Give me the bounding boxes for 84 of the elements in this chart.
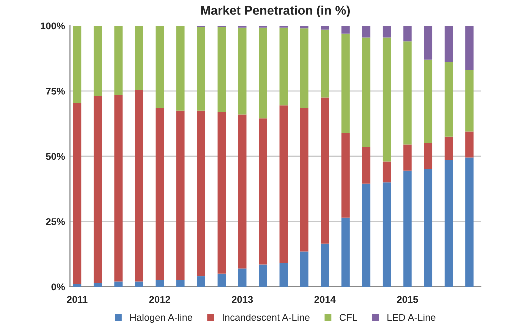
y-tick-label: 50% xyxy=(46,153,66,160)
y-tick-label: 25% xyxy=(46,218,66,226)
bar xyxy=(135,26,144,90)
bar xyxy=(94,283,102,287)
bar xyxy=(342,133,350,218)
y-tick-label: 100% xyxy=(41,22,66,30)
bar xyxy=(321,30,330,98)
bar xyxy=(73,284,82,287)
x-tick-label: 2011 xyxy=(67,296,88,304)
bar xyxy=(156,26,164,108)
bar xyxy=(404,170,412,287)
bar xyxy=(404,42,412,145)
bar xyxy=(404,26,412,42)
bar xyxy=(94,26,102,96)
x-tick-label: 2015 xyxy=(397,296,418,304)
bar xyxy=(259,28,268,119)
bar xyxy=(466,26,474,70)
bar xyxy=(156,280,164,287)
bar xyxy=(73,26,82,103)
legend-label: Incandescent A-Line xyxy=(223,314,310,322)
bar xyxy=(73,102,82,284)
bar xyxy=(382,182,392,287)
bar xyxy=(176,280,185,287)
bar xyxy=(321,98,330,244)
bar xyxy=(321,244,330,287)
bar xyxy=(259,264,268,287)
bar xyxy=(197,276,206,287)
bar xyxy=(114,95,123,282)
legend-label: CFL xyxy=(340,314,358,322)
bar xyxy=(300,252,309,287)
bar xyxy=(362,147,371,184)
bar xyxy=(218,112,226,274)
bar xyxy=(135,282,144,287)
bar xyxy=(135,90,144,282)
bar xyxy=(466,158,474,287)
y-tick-label: 75% xyxy=(46,88,66,95)
bar xyxy=(300,26,309,29)
bar xyxy=(424,170,433,287)
bar xyxy=(466,70,474,132)
bar xyxy=(300,108,309,252)
bar xyxy=(197,110,206,277)
bar xyxy=(424,60,433,144)
bar xyxy=(114,282,123,287)
bar xyxy=(238,268,247,287)
bar xyxy=(424,143,433,170)
bar xyxy=(259,118,268,265)
bar xyxy=(362,26,371,38)
bar xyxy=(444,160,454,287)
x-tick-label: 2013 xyxy=(232,296,254,304)
bar xyxy=(321,26,330,30)
bar xyxy=(342,218,350,287)
bar xyxy=(444,136,454,160)
bar xyxy=(362,184,371,287)
bar xyxy=(382,38,392,162)
bar xyxy=(238,114,247,269)
bar xyxy=(466,132,474,158)
bar xyxy=(218,27,226,112)
bar xyxy=(94,96,102,284)
bar xyxy=(197,27,206,111)
chart-title: Market Penetration (in %) xyxy=(201,6,350,18)
bar xyxy=(424,26,433,60)
x-tick-label: 2012 xyxy=(150,296,170,304)
bar xyxy=(280,263,288,287)
bar xyxy=(176,26,185,111)
bar xyxy=(300,28,309,108)
x-tick-label: 2014 xyxy=(314,296,336,304)
bar xyxy=(280,106,288,264)
bar xyxy=(342,34,350,133)
bar xyxy=(404,144,412,171)
bar xyxy=(342,26,350,34)
bar xyxy=(382,26,392,38)
legend-label: Halogen A-line xyxy=(130,314,193,324)
bar xyxy=(280,28,288,106)
y-tick-label: 0% xyxy=(52,284,66,291)
bar xyxy=(114,26,123,96)
legend-label: LED A-Line xyxy=(388,314,436,322)
bar xyxy=(444,62,454,137)
bar xyxy=(444,26,454,63)
bar xyxy=(218,274,226,287)
bar xyxy=(238,28,247,115)
bar xyxy=(176,110,185,280)
bar xyxy=(156,108,164,280)
bar xyxy=(362,38,371,148)
bar xyxy=(382,162,392,183)
